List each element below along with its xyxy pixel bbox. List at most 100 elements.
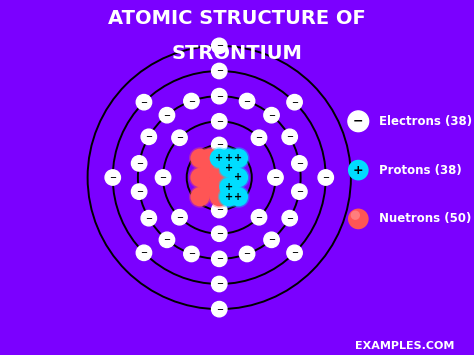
Text: +: + xyxy=(225,153,233,163)
Circle shape xyxy=(211,63,227,79)
Circle shape xyxy=(292,184,307,199)
Text: Nuetrons (50): Nuetrons (50) xyxy=(379,212,471,225)
Text: −: − xyxy=(146,132,152,141)
Text: −: − xyxy=(244,250,251,258)
Circle shape xyxy=(219,178,238,197)
Circle shape xyxy=(229,187,248,206)
Circle shape xyxy=(200,149,219,168)
Text: −: − xyxy=(146,214,152,223)
Circle shape xyxy=(208,186,230,208)
Circle shape xyxy=(210,168,229,187)
Text: Protons (38): Protons (38) xyxy=(379,164,462,176)
Circle shape xyxy=(131,184,147,199)
Text: −: − xyxy=(216,206,223,214)
Circle shape xyxy=(348,209,369,229)
Text: −: − xyxy=(286,132,293,141)
Text: −: − xyxy=(216,92,223,101)
Circle shape xyxy=(172,209,187,225)
Text: −: − xyxy=(160,173,166,182)
Circle shape xyxy=(351,211,360,220)
Circle shape xyxy=(287,245,302,261)
Circle shape xyxy=(219,158,238,178)
Text: −: − xyxy=(291,248,298,257)
Circle shape xyxy=(159,108,174,123)
Text: −: − xyxy=(176,133,183,142)
Text: −: − xyxy=(216,41,223,50)
Circle shape xyxy=(189,166,211,189)
Text: −: − xyxy=(136,187,143,196)
Circle shape xyxy=(189,186,211,208)
Circle shape xyxy=(136,245,152,261)
Text: −: − xyxy=(216,66,223,76)
Text: −: − xyxy=(322,173,329,182)
Circle shape xyxy=(211,276,227,292)
Circle shape xyxy=(208,147,230,169)
Circle shape xyxy=(189,147,211,169)
Circle shape xyxy=(287,94,302,110)
Circle shape xyxy=(219,149,238,168)
Circle shape xyxy=(251,209,267,225)
Circle shape xyxy=(191,187,210,206)
Text: +: + xyxy=(225,163,233,173)
Circle shape xyxy=(282,129,297,144)
Text: −: − xyxy=(255,133,263,142)
Circle shape xyxy=(229,168,248,187)
Text: −: − xyxy=(296,159,303,168)
Circle shape xyxy=(200,158,219,178)
Circle shape xyxy=(184,246,199,262)
Circle shape xyxy=(239,246,255,262)
Text: −: − xyxy=(216,254,223,263)
Circle shape xyxy=(211,137,227,153)
Circle shape xyxy=(210,149,229,168)
Circle shape xyxy=(191,149,210,168)
Circle shape xyxy=(210,187,229,206)
Text: −: − xyxy=(296,187,303,196)
Circle shape xyxy=(191,168,210,187)
Text: Electrons (38): Electrons (38) xyxy=(379,115,472,128)
Circle shape xyxy=(228,147,249,169)
Circle shape xyxy=(292,156,307,171)
Circle shape xyxy=(200,178,219,197)
Text: −: − xyxy=(176,213,183,222)
Circle shape xyxy=(105,170,120,185)
Text: STRONTIUM: STRONTIUM xyxy=(172,44,302,64)
Circle shape xyxy=(229,149,248,168)
Circle shape xyxy=(218,176,240,198)
Text: −: − xyxy=(268,111,275,120)
Text: −: − xyxy=(164,235,171,244)
Text: −: − xyxy=(140,248,147,257)
Text: −: − xyxy=(216,279,223,289)
Circle shape xyxy=(268,170,283,185)
Circle shape xyxy=(141,129,156,144)
Text: −: − xyxy=(244,97,251,105)
Circle shape xyxy=(131,156,147,171)
Circle shape xyxy=(251,130,267,146)
Circle shape xyxy=(141,211,156,226)
Circle shape xyxy=(218,147,240,169)
Text: +: + xyxy=(215,153,223,163)
Circle shape xyxy=(264,232,279,247)
Circle shape xyxy=(155,170,171,185)
Circle shape xyxy=(239,93,255,109)
Circle shape xyxy=(318,170,333,185)
Text: −: − xyxy=(216,117,223,126)
Circle shape xyxy=(211,226,227,241)
Text: +: + xyxy=(235,153,243,163)
Circle shape xyxy=(136,94,152,110)
Circle shape xyxy=(211,38,227,54)
Text: −: − xyxy=(286,214,293,223)
Text: −: − xyxy=(188,97,195,105)
Circle shape xyxy=(348,160,369,180)
Circle shape xyxy=(348,111,369,132)
Circle shape xyxy=(199,147,221,169)
Circle shape xyxy=(264,108,279,123)
Circle shape xyxy=(219,187,238,206)
Circle shape xyxy=(211,114,227,129)
Text: −: − xyxy=(188,250,195,258)
Text: −: − xyxy=(136,159,143,168)
Circle shape xyxy=(211,251,227,267)
Text: −: − xyxy=(268,235,275,244)
Text: −: − xyxy=(164,111,171,120)
Circle shape xyxy=(228,166,249,189)
Text: −: − xyxy=(216,229,223,238)
